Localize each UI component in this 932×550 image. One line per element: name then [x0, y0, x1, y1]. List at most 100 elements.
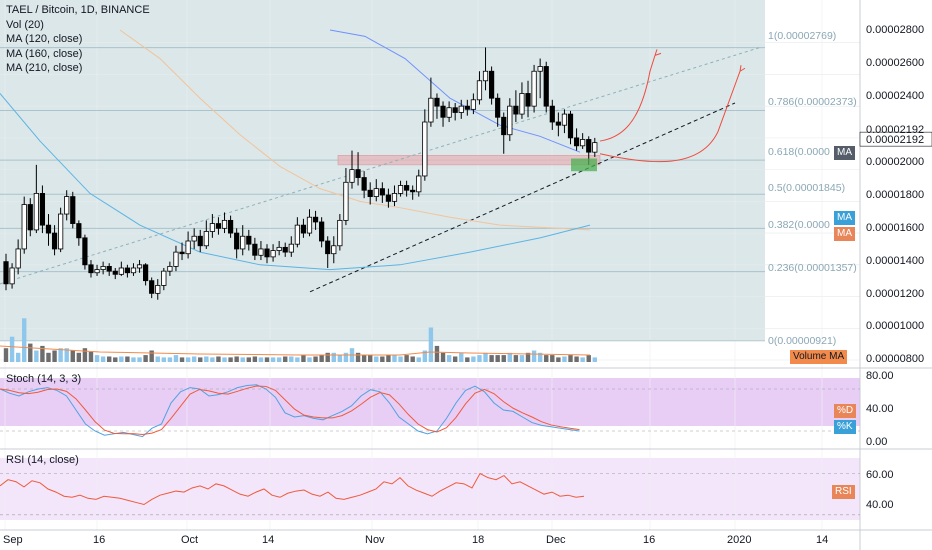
- projection-arrow-2: [599, 71, 741, 163]
- volume-bar: [94, 355, 100, 362]
- volume-bar: [465, 357, 470, 362]
- candle-body: [404, 185, 410, 191]
- candle-body: [106, 265, 112, 272]
- candle-body: [155, 285, 161, 294]
- fib-label-0786: 0.786(0.00002373): [768, 96, 857, 108]
- volume-bar: [283, 356, 288, 362]
- volume-bar: [471, 356, 476, 362]
- candle-body: [501, 116, 507, 136]
- legend-ma120: MA (120, close): [6, 33, 83, 45]
- stoch-tick: 0.00: [866, 436, 888, 448]
- volume-bar: [137, 357, 142, 362]
- candle-body: [88, 264, 94, 274]
- rsi-tick: 60.00: [866, 469, 894, 481]
- volume-bar: [434, 345, 440, 362]
- candle-body: [452, 107, 458, 113]
- candle-body: [312, 216, 319, 223]
- x-tick: 16: [643, 534, 656, 546]
- candle-body: [561, 113, 568, 126]
- volume-bar: [544, 355, 549, 362]
- candle-body: [124, 267, 130, 274]
- volume-bar: [361, 355, 367, 362]
- price-tick: 0.00001600: [866, 222, 925, 234]
- fib-label-1: 1(0.00002769): [768, 30, 837, 42]
- volume-bar: [28, 343, 33, 362]
- candle-body: [118, 267, 124, 275]
- volume-bar: [149, 350, 154, 362]
- volume-bar: [537, 352, 543, 362]
- volume-bar: [568, 355, 573, 362]
- candle-body: [555, 121, 561, 126]
- price-tick: 0.00002000: [866, 156, 925, 168]
- volume-bar: [198, 357, 203, 362]
- candle-body: [112, 270, 118, 275]
- last-price-label: 0.00002192: [866, 134, 924, 146]
- fib-label-0382: 0.382(0.0000: [768, 219, 830, 231]
- candle-body: [306, 216, 313, 234]
- volume-bar: [131, 357, 136, 362]
- candle-body: [349, 169, 355, 183]
- candle-body: [167, 265, 173, 272]
- volume-bar: [9, 336, 15, 362]
- volume-bar: [204, 356, 209, 362]
- x-tick: Dec: [546, 534, 566, 546]
- candle-body: [458, 105, 464, 113]
- candle-body: [294, 224, 300, 245]
- candle-body: [76, 223, 82, 239]
- candle-body: [15, 248, 21, 269]
- volume-bar: [489, 355, 494, 362]
- candle-body: [482, 70, 489, 82]
- volume-bar: [173, 355, 179, 362]
- candle-body: [428, 97, 434, 123]
- volume-bar: [380, 356, 385, 362]
- candle-body: [580, 139, 586, 147]
- candle-body: [507, 105, 513, 136]
- volume-ma-line: [0, 345, 591, 356]
- volume-bar: [586, 355, 591, 362]
- candle-body: [440, 105, 446, 118]
- candle-body: [215, 223, 222, 229]
- volume-bar: [398, 356, 403, 362]
- rsi-tick: 40.00: [866, 499, 894, 511]
- volume-bar: [191, 356, 197, 362]
- volume-bar: [307, 357, 312, 362]
- candle-body: [9, 267, 15, 285]
- candle-body: [537, 66, 543, 72]
- volume-bar: [216, 356, 221, 362]
- volume-bar: [337, 355, 343, 362]
- volume-bar: [556, 357, 561, 362]
- fib-label-0236: 0.236(0.00001357): [768, 262, 857, 274]
- candle-body: [519, 93, 525, 115]
- candle-body: [227, 219, 234, 234]
- candle-body: [300, 224, 307, 234]
- volume-bar: [580, 357, 585, 362]
- volume-bar: [319, 355, 324, 362]
- candle-body: [495, 97, 501, 118]
- upper-trendline: [0, 46, 761, 285]
- volume-bar: [495, 355, 500, 362]
- volume-bar: [440, 352, 446, 362]
- volume-bar: [392, 355, 397, 362]
- volume-bar: [58, 348, 63, 362]
- volume-bar: [246, 357, 251, 362]
- volume-bar: [167, 357, 173, 362]
- ma-price-tag: MA: [834, 146, 855, 160]
- candle-body: [136, 264, 143, 269]
- volume-bar: [22, 318, 27, 362]
- volume-bar: [240, 357, 245, 362]
- candle-body: [197, 235, 203, 247]
- projection-arrow-1: [599, 55, 656, 142]
- volume-bar: [343, 352, 349, 362]
- price-tick: 0.00002192: [866, 124, 925, 136]
- candle-body: [379, 188, 385, 196]
- volume-bar: [501, 355, 506, 362]
- volume-bar: [34, 350, 39, 362]
- stoch-k-line: [0, 384, 580, 438]
- rsi-line: [0, 472, 585, 506]
- candle-body: [276, 246, 282, 251]
- candle-body: [361, 177, 367, 191]
- volume-bar: [82, 348, 88, 362]
- candle-body: [179, 251, 185, 255]
- fib-label-0: 0(0.00000921): [768, 335, 837, 347]
- volume-bar: [270, 357, 276, 362]
